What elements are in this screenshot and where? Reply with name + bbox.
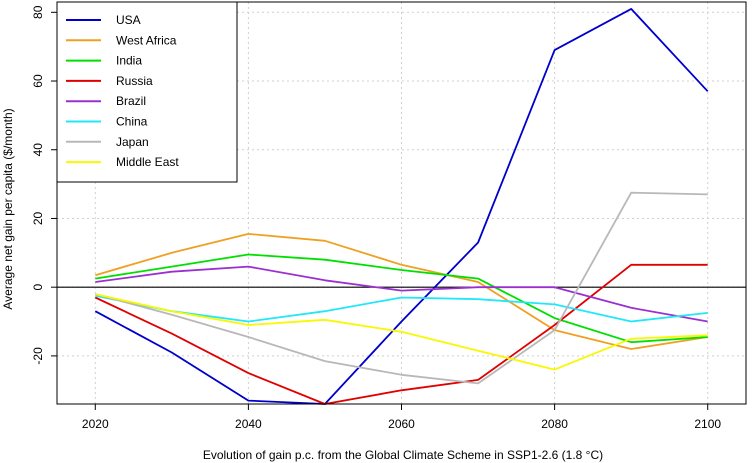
series-line-usa [94, 7, 709, 405]
legend-box [56, 1, 238, 183]
legend-label: Middle East [116, 155, 179, 169]
x-axis: 2020 2040 2060 2080 2100 [82, 404, 721, 431]
series-line-middle-east [95, 293, 708, 371]
series-line-japan [95, 191, 708, 385]
series-line-russia [94, 263, 708, 405]
x-tick-label: 2100 [694, 417, 721, 431]
series-line-brazil [95, 265, 708, 323]
legend-label: India [116, 54, 142, 68]
y-axis: -20 0 20 40 60 80 [31, 5, 57, 365]
x-tick-label: 2040 [235, 417, 262, 431]
legend-label: Russia [116, 74, 153, 88]
y-tick-label: -20 [31, 347, 45, 365]
y-axis-label: Average net gain per capita ($/month) [1, 108, 15, 309]
x-tick-label: 2020 [82, 417, 109, 431]
series-line-india [95, 253, 708, 344]
y-tick-label: 20 [31, 211, 45, 225]
legend: USA West Africa India Russia Brazil China Japa… [56, 1, 238, 183]
y-tick-label: 60 [31, 74, 45, 88]
series-line-west-africa [95, 232, 708, 350]
y-tick-label: 40 [31, 143, 45, 157]
legend-label: China [116, 115, 148, 129]
x-tick-label: 2080 [541, 417, 568, 431]
x-axis-label: Evolution of gain p.c. from the Global C… [203, 448, 603, 462]
series-line-china [95, 294, 708, 323]
y-tick-label: 80 [31, 5, 45, 19]
legend-label: Brazil [116, 94, 146, 108]
y-tick-label: 0 [31, 284, 45, 291]
legend-label: Japan [116, 135, 149, 149]
legend-label: USA [116, 13, 141, 27]
x-tick-label: 2060 [388, 417, 415, 431]
legend-label: West Africa [116, 33, 177, 47]
series-lines [94, 7, 709, 405]
